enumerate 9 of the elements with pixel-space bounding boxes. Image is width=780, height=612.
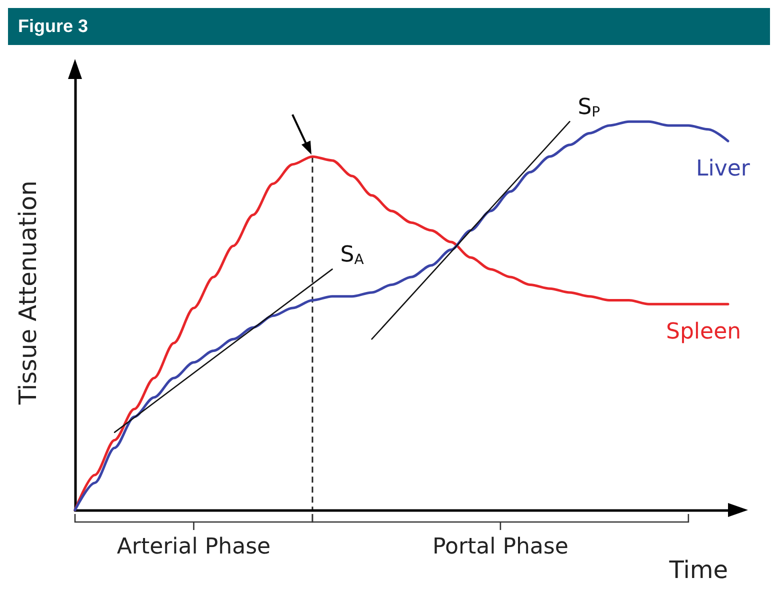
chart-title: Figure 3 (8, 8, 770, 45)
text: Portal Phase (432, 534, 568, 560)
y-axis-title: Tissue Attenuation (14, 180, 42, 406)
text: Arterial Phase (116, 534, 271, 560)
series-label: Liver (696, 156, 751, 182)
series-label: Spleen (666, 320, 742, 345)
x-axis-title: Time (668, 556, 728, 584)
series-label: SA (340, 242, 364, 268)
series-label: SP (578, 95, 600, 121)
